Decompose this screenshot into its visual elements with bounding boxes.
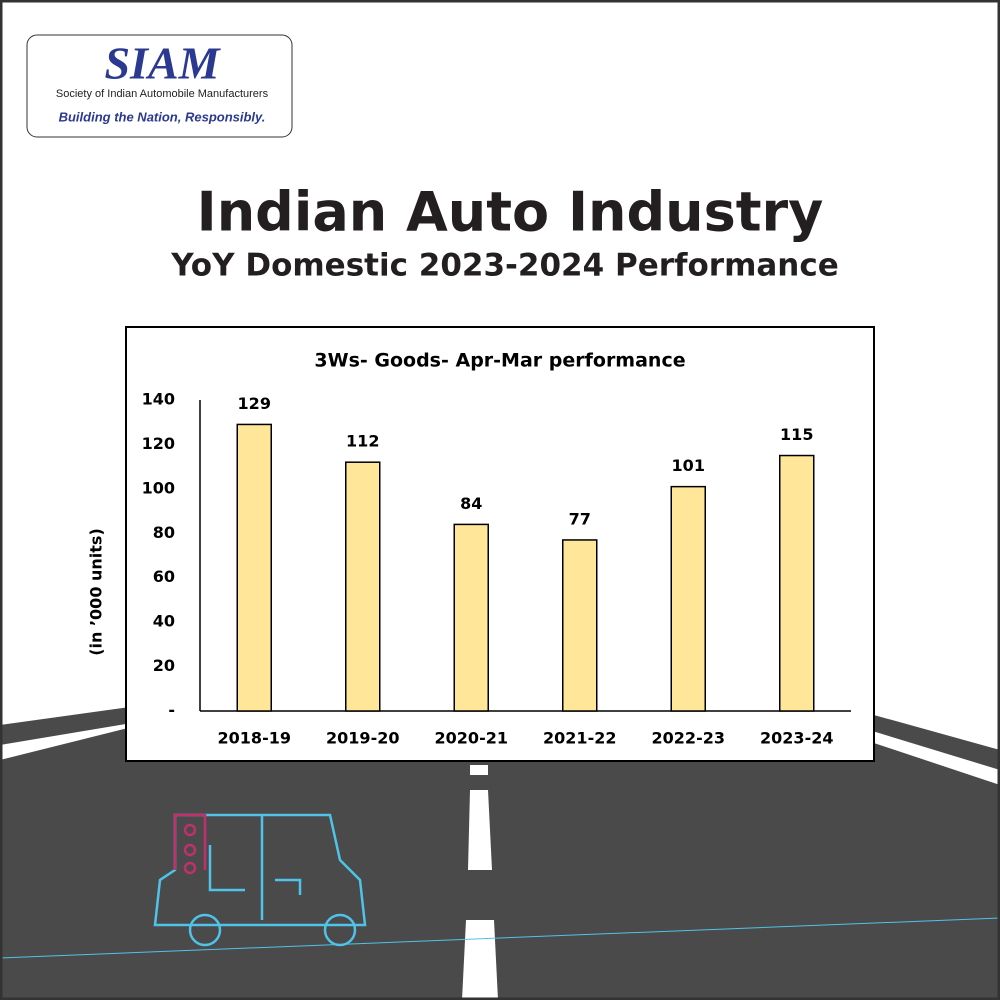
lane-stripe: [462, 920, 498, 1000]
logo-full-name: Society of Indian Automobile Manufacture…: [56, 88, 269, 100]
y-tick-label: 120: [142, 434, 175, 453]
bar: [779, 454, 815, 712]
data-label: 129: [238, 394, 271, 413]
x-tick-label: 2021-22: [543, 729, 616, 748]
bar: [453, 523, 489, 712]
rickshaw-icon: [153, 813, 367, 947]
plot: - 20 40 60 80 100 120 140 2018-19 129 2019-20 112 20…: [142, 390, 851, 748]
x-tick-label: 2022-23: [652, 729, 725, 748]
y-tick-label: 40: [153, 612, 175, 631]
data-label: 77: [569, 509, 591, 528]
page-title: Indian Auto Industry: [197, 181, 824, 244]
lane-stripe: [470, 765, 488, 775]
logo-name: SIAM: [104, 38, 221, 89]
y-tick-label: 80: [153, 523, 175, 542]
page-subtitle: YoY Domestic 2023-2024 Performance: [170, 248, 839, 284]
x-tick-label: 2020-21: [435, 729, 508, 748]
x-tick-label: 2023-24: [760, 729, 833, 748]
y-tick-label: 100: [142, 478, 175, 497]
bar: [670, 485, 706, 712]
y-tick-label: 60: [153, 567, 175, 586]
y-tick-label: 20: [153, 656, 175, 675]
x-tick-label: 2018-19: [218, 729, 291, 748]
bar: [236, 423, 272, 712]
rickshaw-icon: [173, 813, 207, 875]
data-label: 112: [346, 432, 379, 451]
x-tick-label: 2019-20: [326, 729, 399, 748]
data-label: 115: [780, 425, 813, 444]
lane-stripe: [468, 790, 492, 870]
y-tick-label: -: [168, 701, 175, 720]
logo-box: [26, 34, 293, 138]
decor-line: [0, 917, 1000, 959]
y-axis-label: (in ’000 units): [87, 528, 106, 656]
data-label: 101: [672, 456, 705, 475]
y-tick-label: 140: [142, 390, 175, 409]
bar: [562, 539, 598, 712]
data-label: 84: [460, 494, 482, 513]
chart-title: 3Ws- Goods- Apr-Mar performance: [314, 350, 685, 372]
logo-tagline: Building the Nation, Responsibly.: [59, 109, 266, 124]
bar: [345, 461, 381, 712]
